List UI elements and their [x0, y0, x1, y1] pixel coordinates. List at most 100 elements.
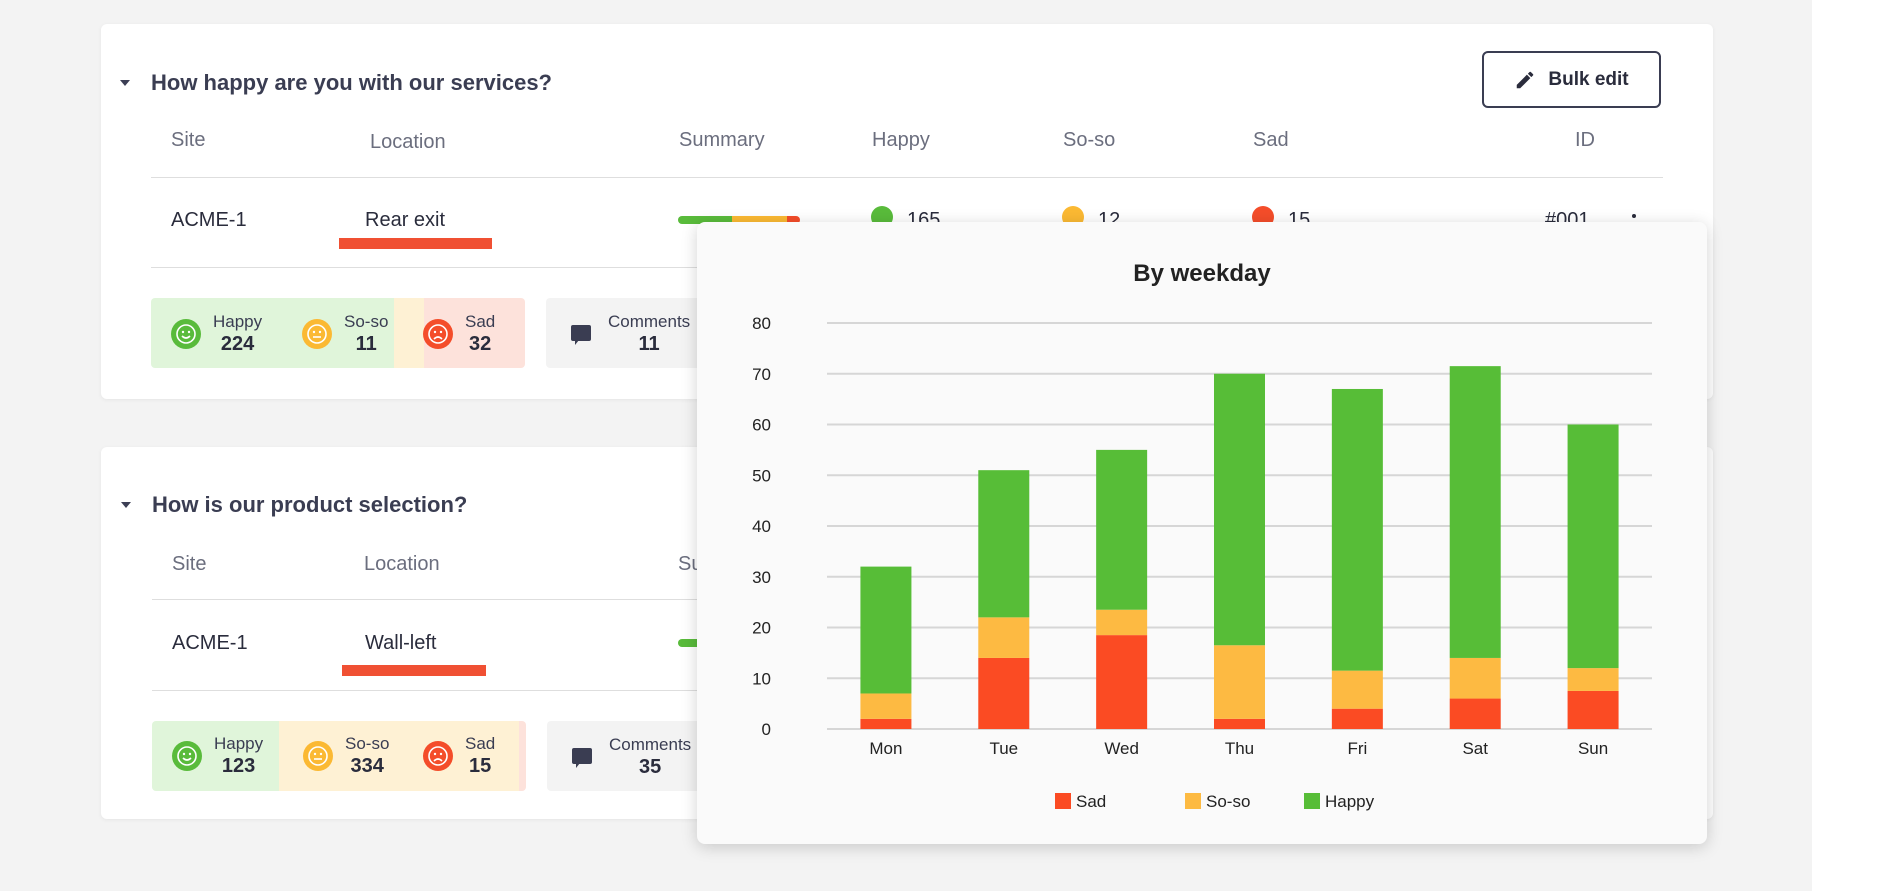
collapse-caret-icon[interactable] — [121, 502, 131, 508]
stat-sad-label: Sad — [465, 734, 496, 753]
stat-soso: So-so 334 — [303, 733, 389, 779]
weekday-stacked-bar-chart: 0 10 20 30 40 50 60 70 80 Mon Tue Wed Thu Fri Sat Sun Sa… — [752, 314, 1652, 811]
column-header-summary: Summary — [679, 129, 765, 151]
x-tick-label: Sun — [1578, 739, 1608, 758]
question-title: How happy are you with our services? — [151, 70, 552, 95]
bar-happy-sun — [1567, 424, 1619, 669]
bar-sad-wed — [1096, 635, 1148, 729]
y-tick-label: 40 — [752, 517, 771, 536]
soso-face-icon — [303, 741, 333, 772]
legend-swatch — [1055, 793, 1071, 809]
soso-face-icon — [302, 319, 332, 350]
column-header-happy: Happy — [872, 129, 930, 151]
bar-soso-fri — [1331, 670, 1383, 709]
y-tick-label: 80 — [752, 314, 771, 333]
bar-happy-sat — [1449, 366, 1501, 658]
stat-sad: Sad 32 — [423, 311, 495, 357]
row-location[interactable]: Wall-left — [365, 632, 437, 654]
bar-happy-wed — [1096, 449, 1148, 610]
stat-sad-value: 32 — [469, 333, 492, 356]
bar-soso-thu — [1214, 645, 1265, 719]
stat-soso-value: 334 — [350, 755, 384, 778]
bar-soso-mon — [860, 693, 912, 719]
stat-comments: Comments 11 — [608, 311, 690, 357]
summary-bar-sad — [786, 216, 800, 224]
stat-soso-label: So-so — [344, 312, 389, 331]
summary-bar — [678, 216, 800, 224]
x-tick-label: Mon — [869, 739, 902, 758]
header-divider — [151, 177, 1663, 178]
column-header-location: Location — [364, 553, 440, 575]
column-header-site: Site — [172, 553, 207, 575]
weekday-chart-popup: By weekday 0 10 20 30 40 50 60 70 80 Mon Tue Wed Thu… — [697, 222, 1707, 844]
bar-sad-fri — [1331, 708, 1383, 729]
bulk-edit-label: Bulk edit — [1548, 68, 1629, 90]
bar-sad-mon — [860, 718, 912, 729]
bar-happy-fri — [1331, 388, 1383, 671]
column-header-location: Location — [370, 131, 446, 153]
row-site: ACME-1 — [172, 632, 248, 654]
comment-icon — [571, 325, 591, 345]
stat-comments-label: Comments — [609, 735, 692, 754]
stat-sad-label: Sad — [465, 312, 496, 331]
y-tick-label: 50 — [752, 466, 771, 485]
x-tick-label: Fri — [1347, 739, 1367, 758]
summary-bar-happy — [678, 216, 732, 224]
bar-soso-sat — [1449, 657, 1501, 699]
stats-strip — [151, 298, 525, 368]
row-location[interactable]: Rear exit — [365, 209, 446, 231]
bulk-edit-button[interactable]: Bulk edit — [1482, 51, 1661, 108]
legend-swatch — [1185, 793, 1201, 809]
row-menu-icon[interactable] — [1632, 214, 1636, 218]
happy-face-icon — [171, 319, 201, 350]
collapse-caret-icon[interactable] — [120, 80, 130, 86]
stat-soso-label: So-so — [345, 734, 390, 753]
y-tick-label: 30 — [752, 568, 771, 587]
stat-sad: Sad 15 — [423, 733, 495, 779]
column-header-sad: Sad — [1253, 129, 1289, 151]
sad-face-icon — [423, 741, 453, 772]
y-tick-label: 10 — [752, 669, 771, 688]
bar-sad-sun — [1567, 690, 1619, 729]
x-tick-label: Thu — [1225, 739, 1254, 758]
pencil-icon — [1517, 71, 1534, 88]
sad-face-icon — [423, 319, 453, 350]
stat-happy-value: 123 — [221, 755, 256, 778]
location-underline — [342, 665, 486, 676]
y-tick-label: 0 — [762, 720, 771, 739]
right-panel-edge — [1812, 0, 1898, 891]
bar-soso-wed — [1096, 609, 1148, 636]
legend-label: So-so — [1206, 792, 1250, 811]
question-title: How is our product selection? — [152, 492, 468, 517]
bar-sad-tue — [978, 657, 1030, 729]
x-tick-label: Sat — [1462, 739, 1488, 758]
bar-happy-thu — [1214, 373, 1265, 646]
stat-comments: Comments 35 — [609, 734, 691, 780]
bar-soso-tue — [978, 617, 1030, 658]
bar-sad-thu — [1214, 718, 1265, 729]
stat-happy: Happy 123 — [172, 733, 263, 779]
legend-label: Happy — [1325, 792, 1375, 811]
location-underline — [339, 238, 492, 249]
stat-happy-label: Happy — [214, 734, 264, 753]
legend-label: Sad — [1076, 792, 1106, 811]
bar-sad-sat — [1449, 698, 1501, 729]
bar-happy-mon — [860, 566, 912, 694]
x-tick-label: Tue — [989, 739, 1018, 758]
stats-sad-segment — [518, 721, 526, 791]
row-site: ACME-1 — [171, 209, 247, 231]
column-header-soso: So-so — [1063, 129, 1116, 151]
stat-happy-label: Happy — [213, 312, 263, 331]
stat-soso: So-so 11 — [302, 311, 388, 357]
y-tick-label: 70 — [752, 365, 771, 384]
comments-box[interactable]: Comments 11 — [546, 298, 726, 368]
chart-title: By weekday — [1133, 260, 1271, 287]
legend-swatch — [1304, 793, 1320, 809]
stat-happy: Happy 224 — [171, 311, 262, 357]
stat-comments-label: Comments — [608, 312, 691, 331]
y-tick-label: 20 — [752, 619, 771, 638]
bar-soso-sun — [1567, 668, 1619, 691]
stat-happy-value: 224 — [220, 333, 255, 356]
stat-soso-value: 11 — [355, 333, 377, 356]
comment-icon — [572, 748, 592, 768]
